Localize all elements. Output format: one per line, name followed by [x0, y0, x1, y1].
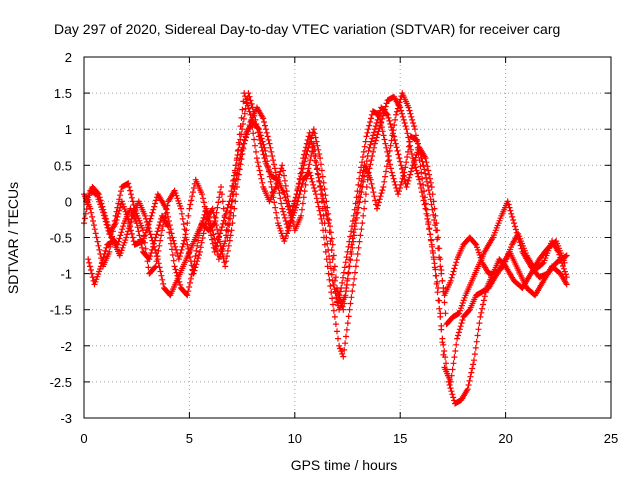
y-tick-label: -2 [60, 339, 72, 354]
plot-frame [83, 56, 612, 419]
y-tick-label: -1.5 [50, 303, 72, 318]
x-tick-label: 10 [288, 431, 302, 446]
data-series [81, 90, 570, 407]
x-axis-label: GPS time / hours [291, 457, 398, 473]
series-track-3 [85, 93, 568, 407]
y-tick-label: 2 [65, 50, 72, 65]
y-tick-label: 0.5 [54, 158, 72, 173]
y-tick-label: 1.5 [54, 86, 72, 101]
grid-lines [84, 57, 611, 418]
plus-markers [83, 90, 570, 385]
plus-markers [85, 93, 568, 407]
x-tick-label: 25 [604, 431, 618, 446]
x-tick-label: 15 [393, 431, 407, 446]
chart-title: Day 297 of 2020, Sidereal Day-to-day VTE… [54, 21, 560, 37]
y-tick-labels: -3 -2.5 -2 -1.5 -1 -0.5 0 0.5 1 1.5 2 [50, 50, 72, 426]
x-tick-label: 0 [80, 431, 87, 446]
y-axis-label: SDTVAR / TECUs [5, 182, 21, 294]
series-track-4 [83, 90, 570, 385]
y-tick-label: -2.5 [50, 375, 72, 390]
y-tick-label: -0.5 [50, 231, 72, 246]
x-tick-label: 20 [498, 431, 512, 446]
x-tick-label: 5 [186, 431, 193, 446]
y-tick-label: 1 [65, 122, 72, 137]
y-tick-label: -1 [60, 267, 72, 282]
axis-ticks [83, 56, 612, 419]
y-tick-label: 0 [65, 194, 72, 209]
y-tick-label: -3 [60, 411, 72, 426]
x-tick-labels: 0 5 10 15 20 25 [80, 431, 618, 446]
